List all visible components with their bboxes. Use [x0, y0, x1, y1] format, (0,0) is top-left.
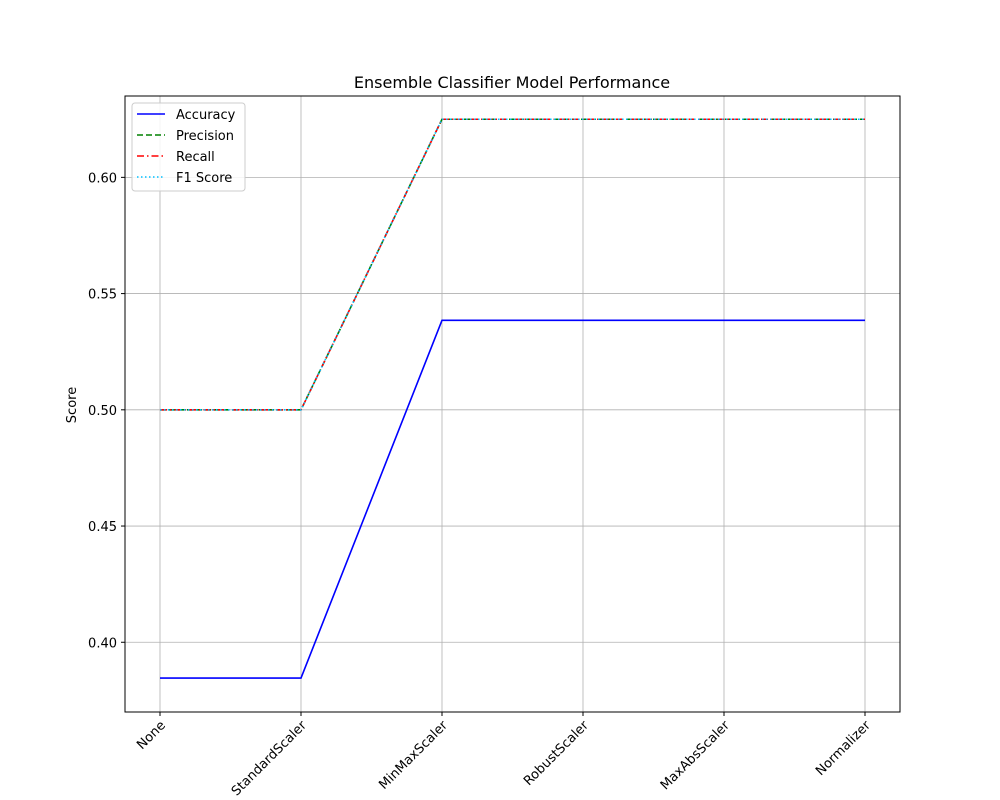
- y-axis-label: Score: [65, 387, 80, 423]
- series-line-precision: [160, 118, 865, 411]
- x-tick-label: RobustScaler: [521, 718, 592, 789]
- y-tick-label: 0.40: [88, 636, 117, 651]
- chart-title: Ensemble Classifier Model Performance: [354, 73, 670, 92]
- y-tick-label: 0.45: [88, 520, 117, 535]
- legend-label: Accuracy: [176, 108, 236, 123]
- legend-label: Recall: [176, 150, 215, 165]
- y-tick-label: 0.55: [88, 288, 117, 303]
- x-tick-label: Normalizer: [813, 718, 874, 779]
- x-tick-label: StandardScaler: [229, 718, 310, 799]
- series-lines: [160, 118, 865, 679]
- axis-ticks: None StandardScaler MinMaxScaler RobustScal…: [88, 171, 874, 799]
- x-tick-label: None: [134, 718, 169, 753]
- plot-frame: [124, 95, 901, 713]
- x-tick-label: MaxAbsScaler: [658, 718, 733, 793]
- y-tick-label: 0.60: [88, 171, 117, 186]
- legend: Accuracy Precision Recall F1 Score: [131, 102, 246, 192]
- y-tick-label: 0.50: [88, 404, 117, 419]
- grid-lines: [125, 96, 900, 712]
- series-line-recall: [160, 118, 865, 411]
- x-tick-label: MinMaxScaler: [376, 718, 451, 793]
- legend-box: [131, 102, 246, 192]
- series-line-accuracy: [160, 319, 865, 679]
- legend-label: F1 Score: [176, 171, 232, 186]
- series-line-f1-score: [160, 118, 865, 411]
- legend-label: Precision: [176, 129, 234, 144]
